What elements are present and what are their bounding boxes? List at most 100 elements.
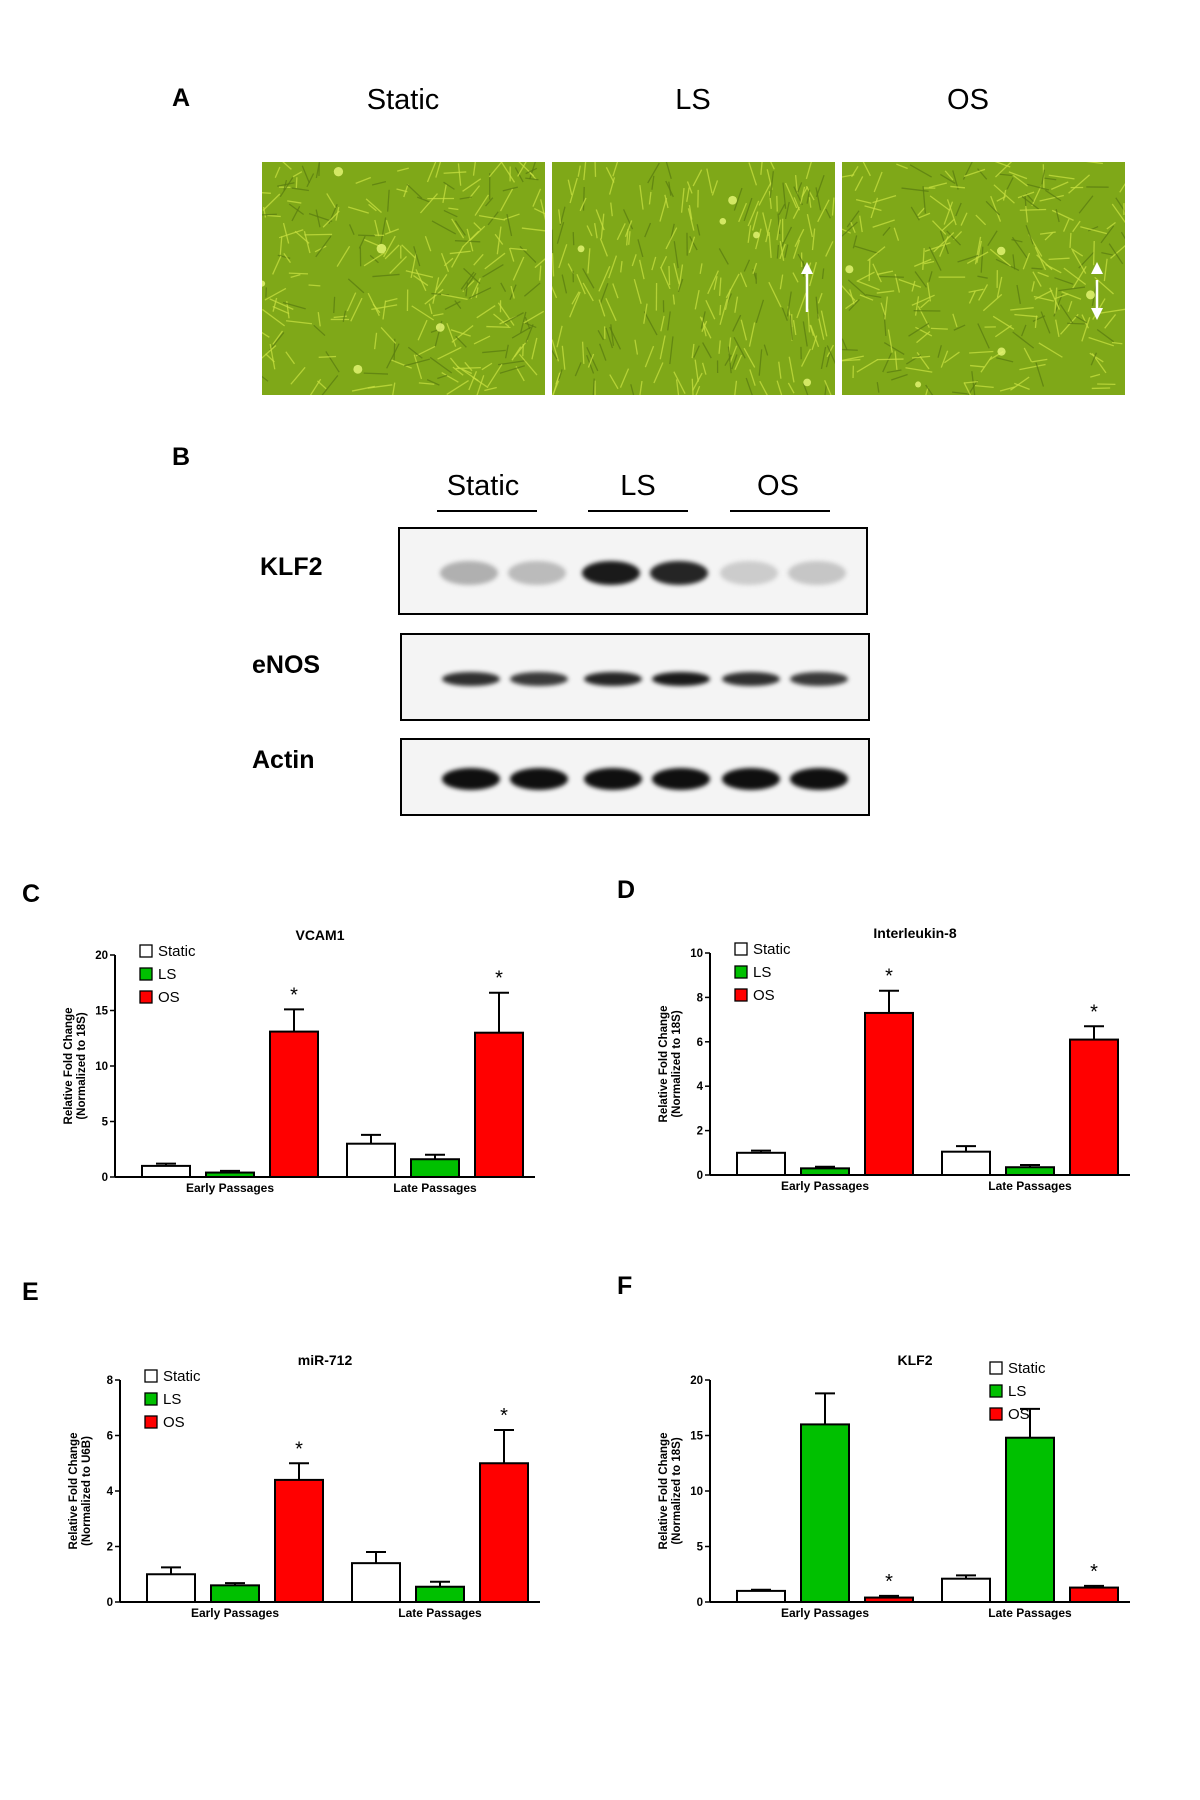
legend-label-ls: LS [1008, 1383, 1026, 1400]
y-tick-label: 2 [697, 1126, 703, 1138]
blot-label-klf2: KLF2 [260, 553, 323, 581]
y-tick-label: 10 [690, 1486, 703, 1498]
y-tick-label: 8 [697, 992, 704, 1004]
significance-star: * [495, 968, 503, 990]
blot-band [440, 561, 498, 585]
micrograph-static [262, 162, 545, 395]
legend-swatch-os [144, 1415, 158, 1429]
blot-band [652, 768, 710, 790]
bar-os [864, 1596, 914, 1603]
y-tick-label: 20 [690, 1375, 703, 1387]
x-category-label: Late Passages [393, 1181, 477, 1195]
significance-star: * [885, 1571, 893, 1593]
x-category-label: Late Passages [988, 1606, 1072, 1620]
x-category-label: Early Passages [781, 1179, 869, 1193]
condition-title-static: Static [366, 84, 440, 116]
bar-static [346, 1142, 396, 1178]
x-category-label: Early Passages [186, 1181, 274, 1195]
legend-swatch-os [139, 990, 153, 1004]
blot-band [584, 768, 642, 790]
bar-os [269, 1030, 319, 1178]
y-tick-label: 6 [697, 1037, 703, 1049]
legend-swatch-ls [734, 965, 748, 979]
bar-ls [415, 1585, 465, 1604]
blot-group-os: OS [757, 470, 799, 502]
y-axis-label: Relative Fold Change [658, 1433, 670, 1550]
panel-letter-a: A [172, 84, 191, 112]
legend-swatch-static [989, 1361, 1003, 1375]
blot-band [510, 672, 568, 686]
legend-label-os: OS [163, 1414, 185, 1431]
legend-label-os: OS [753, 987, 775, 1004]
legend-swatch-ls [139, 967, 153, 981]
bar-static [141, 1164, 191, 1178]
legend-swatch-static [734, 942, 748, 956]
blot-group-line-os [730, 510, 830, 512]
y-axis-label: Relative Fold Change [658, 1006, 670, 1123]
y-tick-label: 5 [102, 1117, 109, 1129]
significance-star: * [1090, 1001, 1098, 1023]
bar-os [474, 1031, 524, 1178]
y-tick-label: 15 [95, 1006, 108, 1018]
blot-band [442, 672, 500, 686]
bar-static [736, 1151, 786, 1177]
blot-band [722, 768, 780, 790]
legend-label-ls: LS [158, 966, 176, 983]
blot-enos [400, 633, 870, 721]
significance-star: * [885, 966, 893, 988]
blot-band [652, 672, 710, 686]
blot-actin [400, 738, 870, 816]
blot-klf2 [398, 527, 868, 615]
legend-swatch-os [734, 988, 748, 1002]
micrograph-os [842, 162, 1125, 395]
legend-label-os: OS [158, 989, 180, 1006]
y-tick-label: 5 [697, 1542, 704, 1554]
blot-group-line-ls [588, 510, 688, 512]
blot-group-ls: LS [620, 470, 656, 502]
x-category-label: Early Passages [191, 1606, 279, 1620]
y-axis-label: (Normalized to 18S) [671, 1010, 683, 1118]
bar-static [351, 1562, 401, 1603]
legend-label-ls: LS [753, 964, 771, 981]
y-tick-label: 0 [102, 1172, 108, 1184]
legend-label-ls: LS [163, 1391, 181, 1408]
chart-klf2: KLF2 Relative Fold Change (Normalized to 1… [658, 1352, 1130, 1620]
legend-label-static: Static [158, 943, 196, 960]
x-category-label: Early Passages [781, 1606, 869, 1620]
significance-star: * [290, 984, 298, 1006]
y-tick-label: 4 [697, 1081, 704, 1093]
legend-swatch-static [139, 944, 153, 958]
y-axis-label: Relative Fold Change [63, 1008, 75, 1125]
bar-ls [410, 1158, 460, 1179]
legend-label-static: Static [163, 1368, 201, 1385]
chart-vcam1: VCAM1 Relative Fold Change (Normalized to … [63, 927, 535, 1195]
bar-ls [800, 1167, 850, 1176]
legend-label-static: Static [1008, 1360, 1046, 1377]
y-tick-label: 10 [690, 948, 703, 960]
y-tick-label: 15 [690, 1431, 703, 1443]
legend-swatch-ls [144, 1392, 158, 1406]
y-axis-label: (Normalized to U6B) [81, 1436, 93, 1546]
legend-swatch-ls [989, 1384, 1003, 1398]
chart-interleukin-8: Interleukin-8 Relative Fold Change (Normal… [658, 925, 1130, 1193]
significance-star: * [500, 1405, 508, 1427]
y-tick-label: 2 [107, 1542, 113, 1554]
significance-star: * [295, 1438, 303, 1460]
condition-title-os: OS [947, 84, 989, 116]
blot-band [508, 561, 566, 585]
blot-label-actin: Actin [252, 746, 315, 774]
chart-title: Interleukin-8 [873, 925, 956, 941]
bar-static [736, 1589, 786, 1603]
bar-ls [1005, 1436, 1055, 1603]
y-tick-label: 0 [697, 1170, 703, 1182]
chart-title: VCAM1 [295, 927, 344, 943]
chart-title: miR-712 [298, 1352, 353, 1368]
bar-os [1069, 1586, 1119, 1604]
y-tick-label: 8 [107, 1375, 114, 1387]
legend-swatch-static [144, 1369, 158, 1383]
blot-band [582, 561, 640, 585]
significance-star: * [1090, 1561, 1098, 1583]
blot-band [788, 561, 846, 585]
panel-letter-d: D [617, 876, 636, 904]
bar-static [941, 1150, 991, 1177]
